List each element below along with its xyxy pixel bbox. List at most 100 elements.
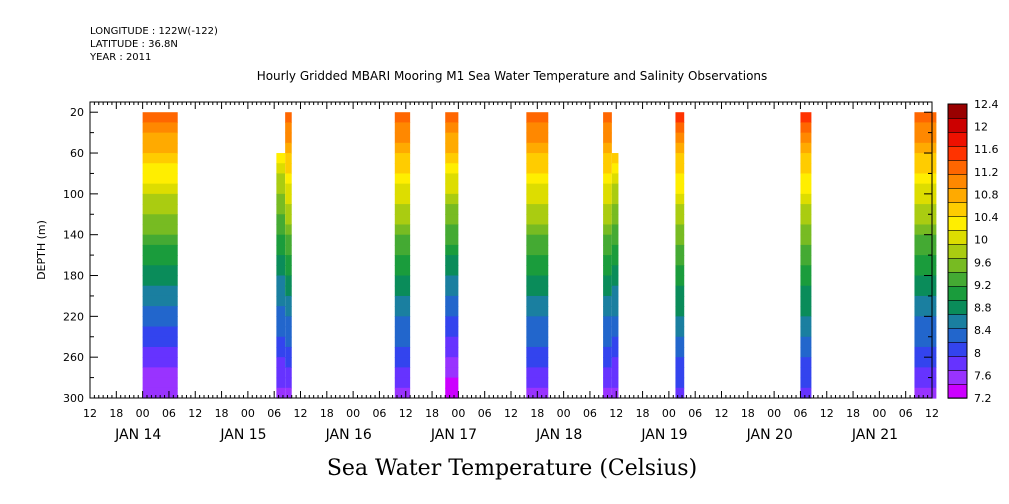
- x-date-label: JAN 19: [640, 427, 687, 443]
- data-cell: [603, 132, 612, 144]
- data-cell: [526, 204, 549, 215]
- data-cell: [800, 204, 812, 215]
- y-tick-label: 100: [63, 188, 84, 201]
- x-hour-label: 18: [215, 407, 229, 420]
- data-cell: [445, 193, 459, 205]
- data-cell: [394, 387, 411, 399]
- data-cell: [675, 285, 685, 297]
- data-cell: [445, 367, 459, 379]
- data-cell: [276, 204, 286, 215]
- data-cell: [611, 346, 619, 358]
- data-cell: [800, 244, 812, 256]
- data-cell: [285, 163, 292, 175]
- data-cell: [394, 346, 411, 358]
- data-cell: [445, 142, 459, 154]
- data-cell: [394, 183, 411, 195]
- data-cell: [800, 346, 812, 358]
- data-cell: [285, 336, 292, 348]
- colorbar-label: 9.2: [974, 279, 992, 292]
- colorbar-label: 12: [974, 121, 988, 134]
- data-cell: [611, 204, 619, 215]
- x-axis-caption: Sea Water Temperature (Celsius): [327, 456, 697, 481]
- data-cell: [675, 377, 685, 389]
- data-cell: [276, 387, 286, 399]
- data-cell: [276, 295, 286, 307]
- data-cell: [603, 285, 612, 297]
- y-tick-label: 20: [70, 106, 84, 119]
- data-cell: [603, 326, 612, 338]
- data-cell: [394, 336, 411, 348]
- x-hour-label: 06: [793, 407, 807, 420]
- year-label: YEAR : 2011: [89, 52, 151, 63]
- x-date-label: JAN 17: [430, 427, 477, 443]
- data-cell: [603, 193, 612, 205]
- data-cell: [914, 285, 937, 297]
- data-cell: [914, 357, 937, 368]
- data-cell: [285, 316, 292, 328]
- data-cell: [276, 275, 286, 287]
- colorbar-cell: [947, 355, 968, 371]
- data-cell: [914, 326, 937, 338]
- data-cell: [394, 224, 411, 236]
- data-cell: [914, 153, 937, 164]
- data-cell: [285, 295, 292, 307]
- data-cell: [611, 387, 619, 399]
- data-cell: [285, 275, 292, 287]
- y-tick-label: 300: [63, 392, 84, 405]
- data-cell: [285, 183, 292, 195]
- x-hour-label: 06: [899, 407, 913, 420]
- data-cell: [142, 204, 178, 215]
- data-cell: [445, 387, 459, 399]
- data-cell: [445, 163, 459, 175]
- data-cell: [800, 336, 812, 348]
- data-cell: [142, 234, 178, 246]
- colorbar-cell: [947, 243, 968, 259]
- data-cell: [142, 122, 178, 134]
- x-hour-label: 12: [925, 407, 939, 420]
- colorbar-label: 7.2: [974, 392, 992, 405]
- data-cell: [394, 295, 411, 307]
- data-cell: [914, 295, 937, 307]
- x-hour-label: 18: [846, 407, 860, 420]
- data-cell: [675, 295, 685, 307]
- data-cell: [675, 224, 685, 236]
- colorbar-cell: [947, 187, 968, 203]
- data-cell: [142, 142, 178, 154]
- data-cell: [914, 244, 937, 256]
- colorbar-label: 8.8: [974, 302, 992, 315]
- colorbar-cell: [947, 271, 968, 287]
- data-cell: [800, 142, 812, 154]
- x-hour-label: 12: [83, 407, 97, 420]
- data-cell: [394, 377, 411, 389]
- data-cell: [285, 367, 292, 379]
- data-cell: [675, 112, 685, 124]
- data-cell: [445, 336, 459, 348]
- data-cell: [142, 193, 178, 205]
- data-cell: [276, 326, 286, 338]
- x-hour-label: 12: [294, 407, 308, 420]
- data-cell: [526, 316, 549, 328]
- data-cell: [285, 377, 292, 389]
- x-date-label: JAN 21: [851, 427, 898, 443]
- plot-frame: [89, 101, 933, 399]
- x-hour-label: 06: [162, 407, 176, 420]
- data-cell: [394, 285, 411, 297]
- data-cell: [603, 204, 612, 215]
- colorbar-frame: [947, 103, 968, 399]
- latitude-label: LATITUDE : 36.8N: [90, 39, 178, 50]
- data-cell: [800, 173, 812, 185]
- data-cell: [603, 357, 612, 368]
- x-hour-label: 18: [109, 407, 123, 420]
- data-cell: [445, 112, 459, 124]
- data-cell: [914, 173, 937, 185]
- data-cell: [142, 183, 178, 195]
- data-cell: [276, 183, 286, 195]
- data-cell: [675, 346, 685, 358]
- data-cell: [526, 112, 549, 124]
- data-cell: [603, 367, 612, 379]
- data-cell: [675, 367, 685, 379]
- data-cell: [914, 255, 937, 266]
- data-cell: [611, 336, 619, 348]
- data-cell: [445, 377, 459, 389]
